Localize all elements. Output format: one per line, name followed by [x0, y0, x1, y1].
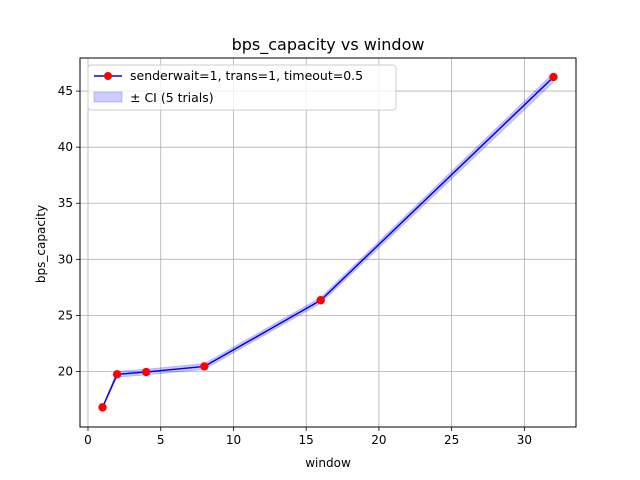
chart-title: bps_capacity vs window	[232, 35, 425, 55]
legend-band-swatch	[93, 91, 123, 103]
legend: senderwait=1, trans=1, timeout=0.5 ± CI …	[87, 64, 397, 111]
y-axis-label: bps_capacity	[34, 205, 48, 283]
axes-frame	[79, 57, 577, 428]
series-line	[101, 76, 554, 408]
ticks: 0 5 10 15 20 25 30 20 25 30 35 40 45	[58, 84, 532, 447]
y-tick-label: 25	[58, 308, 73, 322]
y-tick-label: 35	[58, 196, 73, 210]
y-tick-label: 30	[58, 252, 73, 266]
y-tick-label: 40	[58, 140, 73, 154]
y-tick-label: 45	[58, 84, 73, 98]
x-tick-label: 30	[517, 433, 532, 447]
x-tick-label: 20	[371, 433, 386, 447]
legend-box	[87, 64, 397, 111]
legend-marker-swatch	[104, 72, 112, 80]
data-point	[98, 403, 107, 412]
legend-series-label: senderwait=1, trans=1, timeout=0.5	[130, 68, 363, 83]
data-point	[200, 362, 209, 371]
x-tick-label: 25	[444, 433, 459, 447]
x-axis-label: window	[305, 456, 351, 470]
legend-band-label: ± CI (5 trials)	[130, 90, 214, 105]
data-point	[549, 72, 558, 82]
grid	[80, 58, 576, 427]
x-tick-label: 10	[226, 433, 241, 447]
x-tick-label: 5	[157, 433, 165, 447]
x-tick-label: 0	[84, 433, 92, 447]
series-layer	[98, 72, 558, 412]
data-point	[141, 367, 151, 377]
x-tick-label: 15	[299, 433, 314, 447]
data-point	[316, 296, 325, 305]
data-point	[112, 370, 122, 379]
y-tick-label: 20	[58, 364, 73, 378]
